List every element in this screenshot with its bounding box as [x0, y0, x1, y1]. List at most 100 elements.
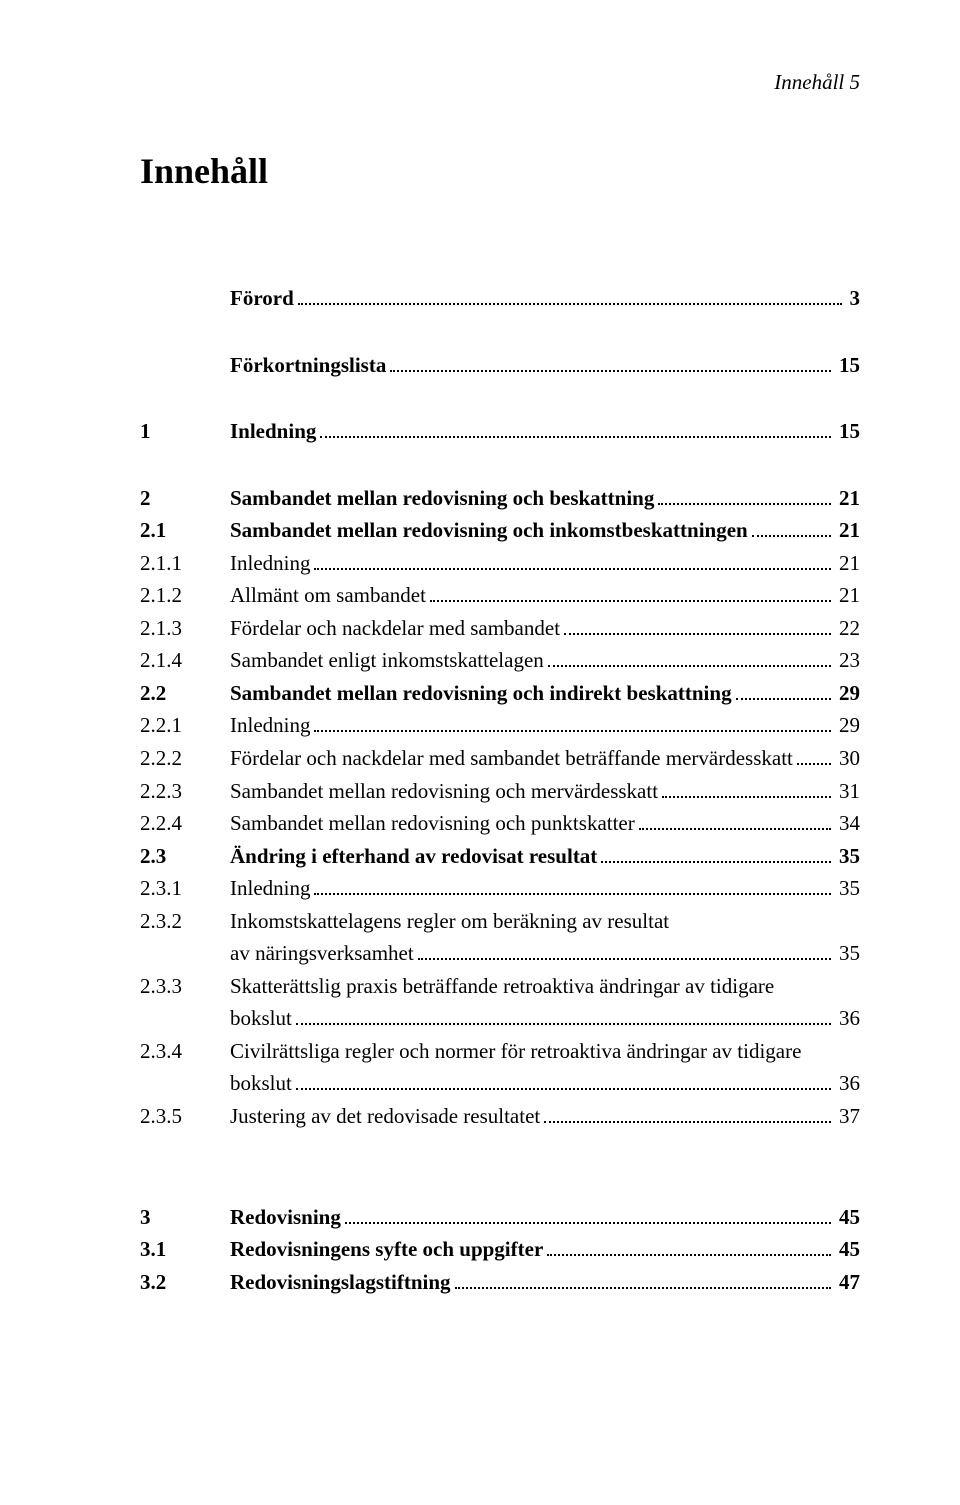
toc-title-wrap: Ändring i efterhand av redovisat resulta…	[230, 840, 835, 873]
toc-title-wrap: Redovisningens syfte och uppgifter	[230, 1233, 835, 1266]
toc-title: Fördelar och nackdelar med sambandet bet…	[230, 742, 793, 775]
toc-gap	[140, 448, 860, 482]
toc-entry: 2.2.2Fördelar och nackdelar med sambande…	[140, 742, 860, 775]
toc-page: 37	[835, 1100, 860, 1133]
toc-title: Sambandet mellan redovisning och punktsk…	[230, 807, 635, 840]
toc-title-wrap: Justering av det redovisade resultatet	[230, 1100, 835, 1133]
toc-entry: 3Redovisning45	[140, 1201, 860, 1234]
toc-title: bokslut	[230, 1002, 292, 1035]
toc-leaders	[601, 861, 831, 863]
toc-page: 29	[835, 709, 860, 742]
toc-entry: 2.2.4Sambandet mellan redovisning och pu…	[140, 807, 860, 840]
toc-page: 21	[835, 482, 860, 515]
toc-leaders	[548, 665, 831, 667]
toc-page: 21	[835, 547, 860, 580]
toc-entry: Förkortningslista15	[140, 349, 860, 382]
toc-title-wrap: Skatterättslig praxis beträffande retroa…	[230, 970, 860, 1003]
toc-title-wrap: Inledning	[230, 872, 835, 905]
toc-gap	[140, 315, 860, 349]
toc-page: 35	[835, 937, 860, 970]
toc-page: 35	[835, 872, 860, 905]
toc-number: 2.3.4	[140, 1035, 230, 1068]
toc-leaders	[752, 535, 831, 537]
toc-entry: Förord3	[140, 282, 860, 315]
toc-title-wrap: Sambandet mellan redovisning och inkomst…	[230, 514, 835, 547]
toc-page: 21	[835, 514, 860, 547]
toc-number: 2.2.3	[140, 775, 230, 808]
toc-title: Sambandet mellan redovisning och inkomst…	[230, 514, 748, 547]
toc-title: Inkomstskattelagens regler om beräkning …	[230, 905, 669, 938]
toc-leaders	[296, 1088, 831, 1090]
toc-title-wrap: av näringsverksamhet	[230, 937, 835, 970]
toc-title: Civilrättsliga regler och normer för ret…	[230, 1035, 801, 1068]
toc-entry: 1Inledning15	[140, 415, 860, 448]
toc-page: 36	[835, 1067, 860, 1100]
toc-entry: 2.3.2Inkomstskattelagens regler om beräk…	[140, 905, 860, 938]
toc-page: 31	[835, 775, 860, 808]
toc-number: 2	[140, 482, 230, 515]
toc-number: 3.1	[140, 1233, 230, 1266]
toc-title-wrap: bokslut	[230, 1067, 835, 1100]
toc-entry-continuation: bokslut 36	[140, 1002, 860, 1035]
running-head: Innehåll 5	[140, 70, 860, 95]
toc-title: Sambandet enligt inkomstskattelagen	[230, 644, 544, 677]
toc-title-wrap: Sambandet mellan redovisning och punktsk…	[230, 807, 835, 840]
toc-leaders	[298, 303, 842, 305]
toc-title: Förkortningslista	[230, 349, 386, 382]
toc-gap	[140, 1167, 860, 1201]
page: Innehåll 5 Innehåll Förord3Förkortningsl…	[0, 0, 960, 1505]
toc-leaders	[418, 958, 831, 960]
toc-entry: 2.1Sambandet mellan redovisning och inko…	[140, 514, 860, 547]
toc-title: Inledning	[230, 709, 310, 742]
toc-title: Inledning	[230, 415, 316, 448]
toc-title-wrap: Redovisning	[230, 1201, 835, 1234]
toc-title-wrap: Fördelar och nackdelar med sambandet bet…	[230, 742, 835, 775]
table-of-contents: Förord3Förkortningslista151Inledning152S…	[140, 282, 860, 1298]
toc-leaders	[430, 600, 831, 602]
toc-title-wrap: Redovisningslagstiftning	[230, 1266, 835, 1299]
toc-number: 2.3.1	[140, 872, 230, 905]
toc-leaders	[314, 730, 831, 732]
toc-title-wrap: Allmänt om sambandet	[230, 579, 835, 612]
toc-title: Inledning	[230, 872, 310, 905]
toc-title: Allmänt om sambandet	[230, 579, 426, 612]
toc-gap	[140, 1133, 860, 1167]
toc-leaders	[564, 633, 831, 635]
toc-title: Redovisningens syfte och uppgifter	[230, 1233, 543, 1266]
toc-leaders	[662, 796, 831, 798]
toc-leaders	[797, 763, 831, 765]
toc-entry: 2.3.4Civilrättsliga regler och normer fö…	[140, 1035, 860, 1068]
toc-number: 1	[140, 415, 230, 448]
toc-leaders	[314, 893, 831, 895]
toc-number: 2.3.3	[140, 970, 230, 1003]
toc-entry: 3.2Redovisningslagstiftning47	[140, 1266, 860, 1299]
toc-title-wrap: Civilrättsliga regler och normer för ret…	[230, 1035, 860, 1068]
toc-page: 23	[835, 644, 860, 677]
toc-title-wrap: Sambandet enligt inkomstskattelagen	[230, 644, 835, 677]
toc-number: 2.2.1	[140, 709, 230, 742]
toc-entry: 2Sambandet mellan redovisning och beskat…	[140, 482, 860, 515]
toc-number: 2.1.4	[140, 644, 230, 677]
toc-leaders	[345, 1222, 831, 1224]
toc-title-wrap: Inledning	[230, 415, 835, 448]
toc-title: Redovisningslagstiftning	[230, 1266, 451, 1299]
toc-number: 2.2.4	[140, 807, 230, 840]
toc-title: Justering av det redovisade resultatet	[230, 1100, 540, 1133]
toc-title: Sambandet mellan redovisning och indirek…	[230, 677, 732, 710]
toc-title: Inledning	[230, 547, 310, 580]
toc-page: 29	[835, 677, 860, 710]
toc-title-wrap: Fördelar och nackdelar med sambandet	[230, 612, 835, 645]
toc-entry: 2.1.2Allmänt om sambandet21	[140, 579, 860, 612]
toc-title-wrap: Inledning	[230, 547, 835, 580]
toc-number: 2.2	[140, 677, 230, 710]
toc-entry: 2.3.1Inledning 35	[140, 872, 860, 905]
toc-entry: 2.2.3Sambandet mellan redovisning och me…	[140, 775, 860, 808]
toc-page: 35	[835, 840, 860, 873]
toc-title-wrap: Förkortningslista	[230, 349, 835, 382]
toc-page: 36	[835, 1002, 860, 1035]
toc-leaders	[547, 1254, 831, 1256]
toc-entry: 3.1Redovisningens syfte och uppgifter45	[140, 1233, 860, 1266]
toc-number: 3.2	[140, 1266, 230, 1299]
toc-title: Sambandet mellan redovisning och beskatt…	[230, 482, 654, 515]
toc-number: 2.1.3	[140, 612, 230, 645]
